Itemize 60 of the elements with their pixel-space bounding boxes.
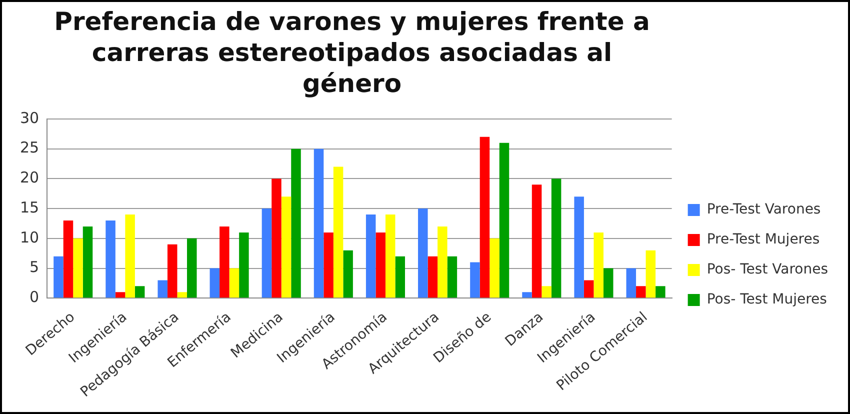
- bar: [603, 268, 614, 298]
- bar: [646, 250, 656, 298]
- bar: [314, 148, 324, 298]
- bar: [626, 268, 636, 298]
- bar: [187, 238, 197, 298]
- bar: [376, 232, 386, 298]
- bar: [385, 214, 396, 298]
- bar: [418, 208, 428, 298]
- bar: [656, 286, 666, 298]
- legend-label: Pos- Test Varones: [706, 262, 828, 278]
- bar: [366, 214, 376, 298]
- bar: [584, 280, 594, 298]
- bar: [343, 250, 353, 298]
- legend-label: Pos- Test Mujeres: [706, 292, 827, 308]
- y-tick-label: 0: [30, 288, 40, 306]
- bar: [177, 292, 187, 298]
- bar: [447, 256, 458, 298]
- y-tick-label: 15: [20, 198, 40, 216]
- y-tick-label: 30: [20, 108, 40, 127]
- bar: [470, 262, 480, 298]
- bar: [636, 286, 646, 298]
- bar: [167, 244, 178, 298]
- bar: [73, 238, 83, 298]
- bar: [82, 226, 93, 298]
- bar: [480, 136, 490, 298]
- bar: [134, 286, 145, 298]
- y-tick-label: 20: [20, 168, 40, 187]
- bar: [125, 214, 135, 298]
- bar: [63, 220, 74, 298]
- legend-label: Pre-Test Varones: [706, 202, 821, 218]
- bar: [54, 256, 64, 298]
- bar: [210, 268, 220, 298]
- bar: [395, 256, 406, 298]
- bar: [551, 178, 562, 298]
- bar: [490, 238, 500, 298]
- bar: [229, 268, 240, 298]
- bar: [239, 232, 249, 298]
- bar: [262, 208, 272, 298]
- y-tick-label: 25: [20, 138, 40, 157]
- bar: [594, 232, 604, 298]
- bar: [333, 166, 344, 298]
- bar: [324, 232, 334, 298]
- bar: [542, 286, 552, 298]
- bar: [574, 196, 584, 298]
- bar: [499, 142, 510, 298]
- bar: [532, 184, 542, 298]
- bar: [522, 292, 532, 298]
- y-tick-label: 10: [20, 228, 40, 246]
- bar: [220, 226, 230, 298]
- legend-label: Pre-Test Mujeres: [706, 232, 820, 248]
- bar: [281, 196, 292, 298]
- chart-title: Preferencia de varones y mujeres frente a carreras estereotipados asociadas al género: [53, 6, 651, 99]
- bar: [115, 292, 126, 298]
- bar: [106, 220, 116, 298]
- bar: [272, 178, 282, 298]
- y-tick-label: 5: [30, 258, 40, 276]
- bar: [438, 226, 448, 298]
- bar: [291, 148, 301, 298]
- bar: [428, 256, 438, 298]
- bar: [158, 280, 168, 298]
